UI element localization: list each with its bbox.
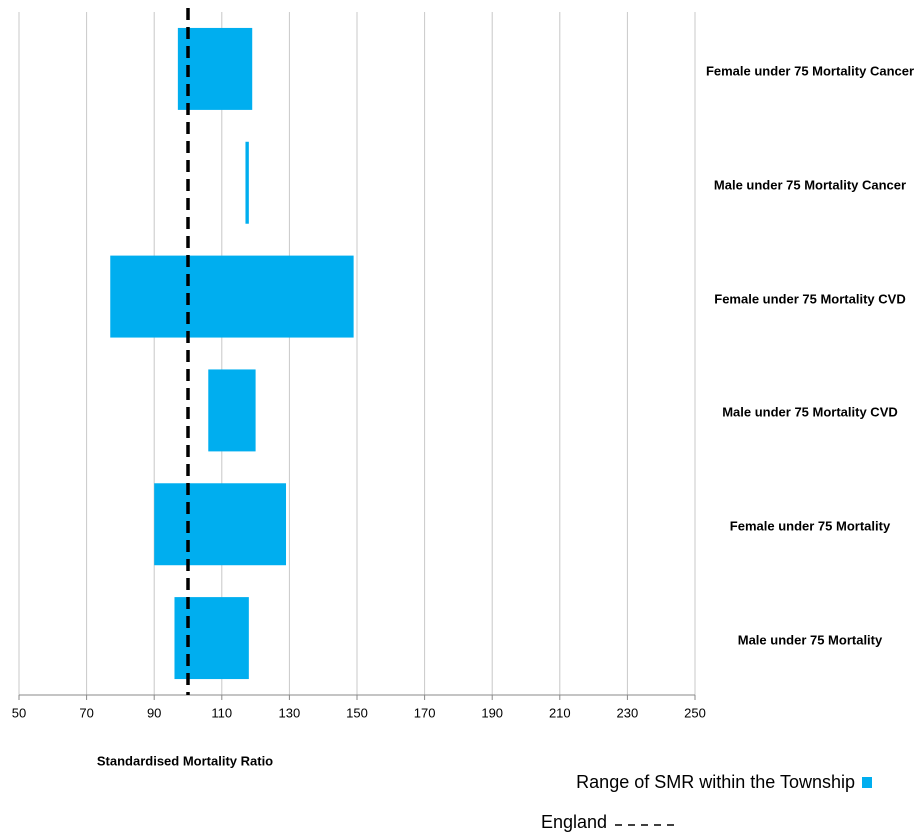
x-tick-label: 230 [617, 705, 639, 720]
legend-label: England [541, 812, 607, 832]
x-tick-label: 50 [12, 705, 26, 720]
x-axis-label: Standardised Mortality Ratio [97, 753, 273, 768]
x-tick-label: 210 [549, 705, 571, 720]
category-label: Male under 75 Mortality CVD [722, 404, 898, 420]
category-label: Female under 75 Mortality CVD [714, 291, 906, 307]
x-tick-label: 150 [346, 705, 368, 720]
x-tick-label: 170 [414, 705, 436, 720]
category-label: Male under 75 Mortality Cancer [713, 177, 907, 193]
x-tick-label: 130 [279, 705, 301, 720]
x-tick-label: 90 [147, 705, 161, 720]
x-tick-label: 110 [211, 705, 232, 720]
category-label: Female under 75 Mortality [729, 518, 891, 534]
category-label: Female under 75 Mortality Cancer [705, 63, 915, 79]
x-tick-label: 250 [684, 705, 706, 720]
range-bar [174, 597, 249, 680]
legend-swatch [862, 777, 872, 788]
range-bar [245, 141, 249, 224]
range-bar [154, 483, 287, 566]
x-tick-label: 190 [481, 705, 503, 720]
category-label: Male under 75 Mortality [737, 632, 883, 648]
range-bar [177, 27, 253, 110]
legend-label: Range of SMR within the Township [576, 772, 855, 792]
range-bar [208, 369, 256, 452]
x-tick-label: 70 [79, 705, 93, 720]
range-bar [110, 255, 354, 338]
